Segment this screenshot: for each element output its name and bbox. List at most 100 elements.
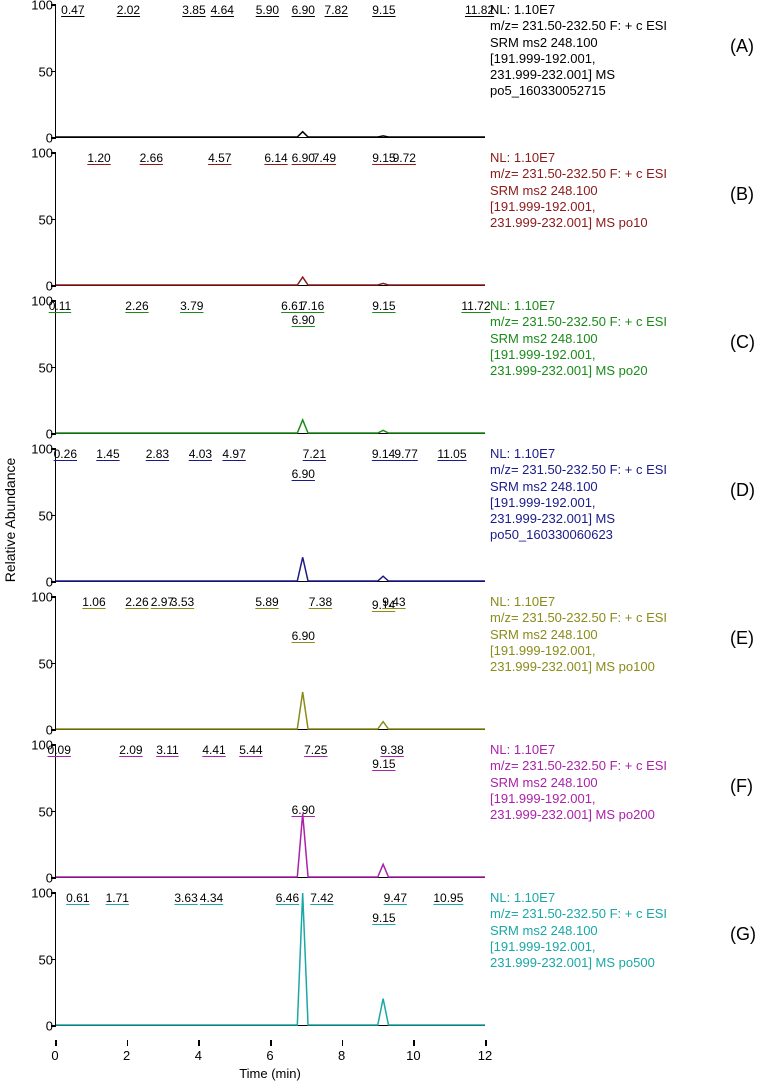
- legend-line: [191.999-192.001,: [490, 791, 722, 807]
- peak-rt-label: 7.25: [304, 743, 327, 757]
- peak-rt-label: 2.26: [125, 299, 148, 313]
- peak-rt-label: 2.09: [119, 743, 142, 757]
- peak-rt-label: 9.15: [372, 757, 395, 771]
- peak-rt-label: 1.71: [106, 891, 129, 905]
- y-tick-label: 50: [18, 508, 53, 523]
- y-tick-mark: [51, 285, 56, 287]
- y-tick-label: 100: [18, 590, 53, 605]
- chromatogram-panel: 0501000.112.263.796.616.907.169.1511.72: [55, 296, 485, 444]
- x-tick-mark: [55, 1040, 57, 1046]
- y-tick-label: 50: [18, 952, 53, 967]
- x-axis: Time (min) 024681012: [55, 1040, 485, 1080]
- peak-rt-label: 4.41: [202, 743, 225, 757]
- y-tick-mark: [51, 433, 56, 435]
- peak-rt-label: 6.14: [264, 151, 287, 165]
- panel-letter: (B): [730, 184, 754, 205]
- peak-rt-label: 6.90: [292, 151, 315, 165]
- legend-line: NL: 1.10E7: [490, 150, 722, 166]
- peak-rt-label: 7.82: [325, 3, 348, 17]
- legend-line: m/z= 231.50-232.50 F: + c ESI: [490, 610, 722, 626]
- panel-legend: NL: 1.10E7m/z= 231.50-232.50 F: + c ESIS…: [490, 298, 722, 379]
- x-tick-mark: [270, 1040, 272, 1046]
- peak-rt-label: 1.06: [82, 595, 105, 609]
- legend-line: SRM ms2 248.100: [490, 183, 722, 199]
- y-tick-label: 0: [18, 131, 53, 146]
- legend-line: m/z= 231.50-232.50 F: + c ESI: [490, 18, 722, 34]
- legend-line: NL: 1.10E7: [490, 298, 722, 314]
- y-tick-mark: [51, 729, 56, 731]
- legend-line: [191.999-192.001,: [490, 199, 722, 215]
- peak-rt-label: 3.53: [171, 595, 194, 609]
- legend-line: m/z= 231.50-232.50 F: + c ESI: [490, 314, 722, 330]
- y-tick-label: 100: [18, 0, 53, 13]
- y-tick-label: 100: [18, 442, 53, 457]
- peak-rt-label: 9.14: [372, 447, 395, 461]
- x-tick-label: 4: [195, 1048, 202, 1063]
- peak-rt-label: 5.90: [256, 3, 279, 17]
- peak-rt-label: 1.45: [96, 447, 119, 461]
- peak-rt-label: 1.20: [87, 151, 110, 165]
- panel-legend: NL: 1.10E7m/z= 231.50-232.50 F: + c ESIS…: [490, 594, 722, 675]
- peak-rt-label: 7.49: [313, 151, 336, 165]
- chromatogram-panel: 0501000.092.093.114.415.446.907.259.159.…: [55, 740, 485, 888]
- peak-rt-label: 10.95: [433, 891, 463, 905]
- y-tick-label: 100: [18, 146, 53, 161]
- y-tick-mark: [51, 877, 56, 879]
- y-tick-label: 100: [18, 886, 53, 901]
- plot-area: 0501000.092.093.114.415.446.907.259.159.…: [55, 745, 485, 878]
- x-tick-mark: [127, 1040, 129, 1046]
- y-tick-mark: [51, 1025, 56, 1027]
- peak-labels: 0.472.023.854.645.906.907.829.1511.82: [56, 5, 485, 137]
- legend-line: SRM ms2 248.100: [490, 479, 722, 495]
- peak-rt-label: 7.16: [301, 299, 324, 313]
- x-tick-mark: [485, 1040, 487, 1046]
- peak-labels: 0.611.713.634.346.467.429.159.4710.95: [56, 893, 485, 1025]
- x-tick-mark: [413, 1040, 415, 1046]
- legend-line: 231.999-232.001] MS po10: [490, 215, 722, 231]
- panel-letter: (E): [730, 628, 754, 649]
- panel-legend: NL: 1.10E7m/z= 231.50-232.50 F: + c ESIS…: [490, 742, 722, 823]
- peak-rt-label: 3.11: [156, 743, 178, 757]
- peak-rt-label: 6.46: [276, 891, 299, 905]
- plot-area: 0501000.112.263.796.616.907.169.1511.72: [55, 301, 485, 434]
- plot-area: 0501000.472.023.854.645.906.907.829.1511…: [55, 5, 485, 138]
- legend-line: NL: 1.10E7: [490, 742, 722, 758]
- x-tick-mark: [342, 1040, 344, 1046]
- legend-line: 231.999-232.001] MS po100: [490, 659, 722, 675]
- peak-rt-label: 7.38: [309, 595, 332, 609]
- legend-line: SRM ms2 248.100: [490, 775, 722, 791]
- chromatogram-panel: 0501000.261.452.834.034.976.907.219.149.…: [55, 444, 485, 592]
- legend-line: [191.999-192.001,: [490, 347, 722, 363]
- y-tick-label: 50: [18, 360, 53, 375]
- legend-line: SRM ms2 248.100: [490, 923, 722, 939]
- y-tick-label: 50: [18, 64, 53, 79]
- peak-rt-label: 9.38: [380, 743, 403, 757]
- y-tick-label: 0: [18, 723, 53, 738]
- y-tick-label: 0: [18, 279, 53, 294]
- peak-rt-label: 11.72: [461, 299, 490, 313]
- legend-line: m/z= 231.50-232.50 F: + c ESI: [490, 758, 722, 774]
- peak-rt-label: 4.34: [200, 891, 223, 905]
- legend-line: [191.999-192.001,: [490, 939, 722, 955]
- chromatogram-panel: 0501000.611.713.634.346.467.429.159.4710…: [55, 888, 485, 1036]
- chromatogram-panel: 0501001.062.262.973.535.896.907.389.149.…: [55, 592, 485, 740]
- panel-legend: NL: 1.10E7m/z= 231.50-232.50 F: + c ESIS…: [490, 150, 722, 231]
- y-tick-label: 0: [18, 1019, 53, 1034]
- y-tick-label: 50: [18, 804, 53, 819]
- legend-line: NL: 1.10E7: [490, 890, 722, 906]
- plot-area: 0501000.611.713.634.346.467.429.159.4710…: [55, 893, 485, 1026]
- y-tick-label: 0: [18, 427, 53, 442]
- plot-area: 0501001.202.664.576.146.907.499.159.72: [55, 153, 485, 286]
- peak-rt-label: 0.47: [61, 3, 84, 17]
- legend-line: 231.999-232.001] MS po20: [490, 363, 722, 379]
- legend-line: [191.999-192.001,: [490, 495, 722, 511]
- peak-rt-label: 2.02: [117, 3, 140, 17]
- peak-rt-label: 9.15: [372, 299, 395, 313]
- panel-stack: 0501000.472.023.854.645.906.907.829.1511…: [55, 0, 485, 1040]
- legend-line: [191.999-192.001,: [490, 51, 722, 67]
- legend-line: NL: 1.10E7: [490, 2, 722, 18]
- legend-line: SRM ms2 248.100: [490, 627, 722, 643]
- legend-line: m/z= 231.50-232.50 F: + c ESI: [490, 906, 722, 922]
- peak-rt-label: 11.05: [437, 447, 466, 461]
- peak-rt-label: 0.26: [54, 447, 77, 461]
